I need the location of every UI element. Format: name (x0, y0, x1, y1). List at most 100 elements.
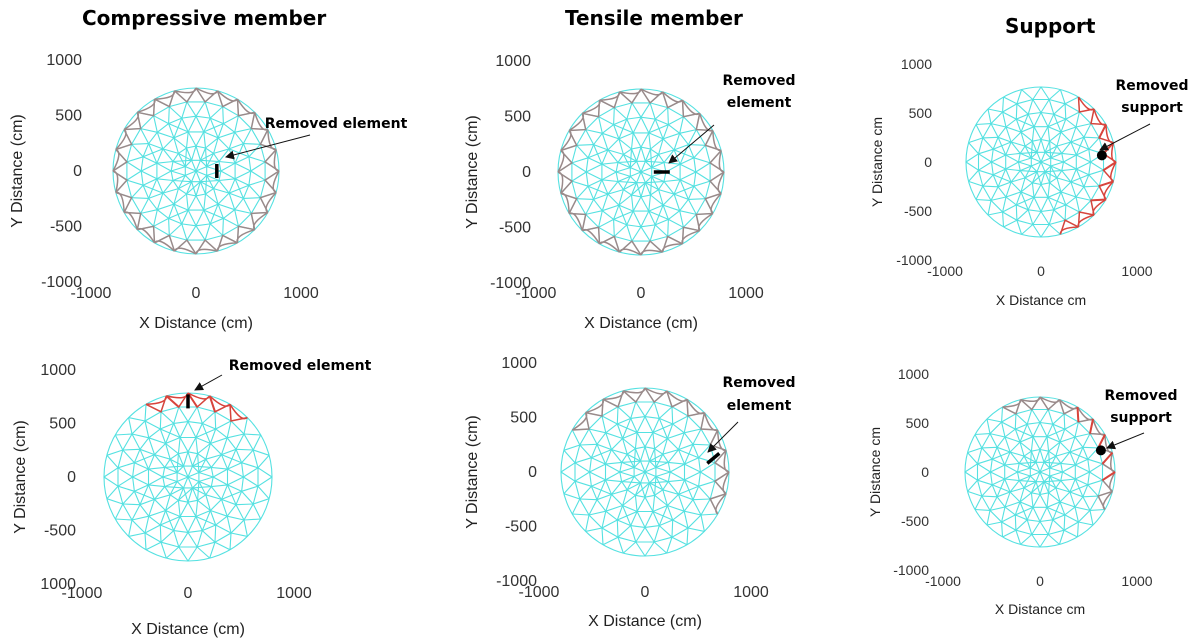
lattice-member (228, 148, 250, 158)
lattice-member (148, 484, 165, 488)
lattice-member (571, 162, 587, 173)
lattice-member (605, 471, 621, 481)
failed-member (1090, 108, 1107, 126)
lattice-member (1090, 161, 1104, 171)
lattice-member (630, 511, 638, 526)
lattice-member (1069, 436, 1076, 453)
lattice-member (173, 530, 180, 548)
lattice-member (1043, 455, 1057, 463)
lattice-member (128, 417, 146, 422)
lattice-member (198, 480, 212, 488)
lattice-member (645, 160, 665, 164)
lattice-member (997, 181, 1012, 188)
lattice-member (607, 149, 624, 155)
lattice-member (978, 161, 992, 171)
lattice-member (695, 171, 711, 182)
lattice-member (1049, 131, 1062, 142)
lattice-member (991, 154, 1006, 163)
failed-member (1077, 211, 1095, 228)
lattice-member (103, 476, 119, 487)
lattice-member (199, 147, 207, 161)
lattice-member (1040, 139, 1046, 153)
lattice-member (630, 132, 634, 150)
lattice-member (623, 153, 637, 162)
lattice-member (1070, 126, 1077, 143)
lattice-member (1082, 495, 1099, 498)
lattice-member (1039, 471, 1050, 477)
lattice-member (220, 499, 228, 517)
lattice-member (658, 189, 664, 206)
lattice-member (1004, 462, 1020, 466)
lattice-member (195, 209, 205, 227)
lattice-member (248, 179, 266, 186)
lattice-member (991, 161, 1006, 170)
lattice-member (230, 532, 248, 537)
lattice-member (982, 137, 994, 150)
lattice-member (1004, 436, 1021, 443)
lattice-member (185, 170, 197, 176)
lattice-member (114, 434, 124, 451)
lattice-member (201, 510, 211, 531)
y-axis-label: Y Distance cm (869, 117, 885, 207)
lattice-member (1033, 197, 1042, 212)
lattice-member (617, 510, 638, 521)
lattice-member (601, 511, 607, 529)
lattice-member (658, 149, 675, 155)
lattice-member (187, 209, 197, 227)
lattice-member (213, 188, 230, 194)
lattice-member (644, 401, 655, 417)
lattice-member (605, 432, 623, 440)
lattice-member (585, 210, 603, 215)
lattice-member (982, 136, 999, 139)
lattice-member (140, 170, 158, 180)
lattice-member (1044, 171, 1058, 179)
lattice-member (587, 179, 603, 187)
lattice-member (997, 137, 1007, 156)
lattice-member (221, 498, 237, 506)
lattice-member (601, 415, 618, 425)
lattice-member (1032, 86, 1042, 100)
lattice-member (1004, 478, 1020, 482)
lattice-member (1031, 161, 1042, 167)
lattice-member (117, 485, 135, 492)
lattice-member (131, 433, 141, 450)
lattice-member (616, 406, 619, 425)
lattice-member (640, 146, 646, 162)
lattice-member (700, 462, 716, 473)
lattice-member (1015, 530, 1022, 545)
collapsed-member (1098, 180, 1114, 188)
lattice-member (1020, 131, 1026, 147)
failed-member (709, 492, 727, 515)
lattice-member (1032, 507, 1041, 522)
lattice-member (215, 524, 232, 534)
lattice-member (1015, 519, 1028, 531)
lattice-member (607, 189, 624, 195)
lattice-member (964, 463, 978, 473)
lattice-member (968, 142, 979, 155)
failed-member (1077, 96, 1095, 113)
lattice-member (1049, 455, 1057, 469)
lattice-member (601, 163, 617, 173)
lattice-member (252, 434, 262, 451)
lattice-member (1005, 154, 1019, 163)
lattice-member (989, 506, 1006, 511)
lattice-member (173, 193, 187, 205)
lattice-member (649, 453, 664, 462)
lattice-member (1032, 171, 1046, 184)
lattice-member (1064, 421, 1079, 430)
failed-member (195, 238, 219, 255)
lattice-member (644, 527, 655, 543)
lattice-member (1019, 152, 1032, 159)
lattice-member (1048, 89, 1061, 100)
lattice-member (986, 418, 991, 434)
y-tick-label: 0 (921, 464, 929, 480)
x-tick-label: 1000 (276, 585, 312, 602)
failed-member (154, 90, 176, 108)
x-axis-label: X Distance cm (996, 292, 1086, 308)
lattice-member (652, 511, 660, 526)
lattice-member (1049, 462, 1062, 469)
collapsed-member (165, 395, 180, 408)
x-tick-label: 0 (1037, 263, 1045, 279)
lattice-member (991, 478, 1005, 486)
lattice-member (1040, 161, 1046, 172)
